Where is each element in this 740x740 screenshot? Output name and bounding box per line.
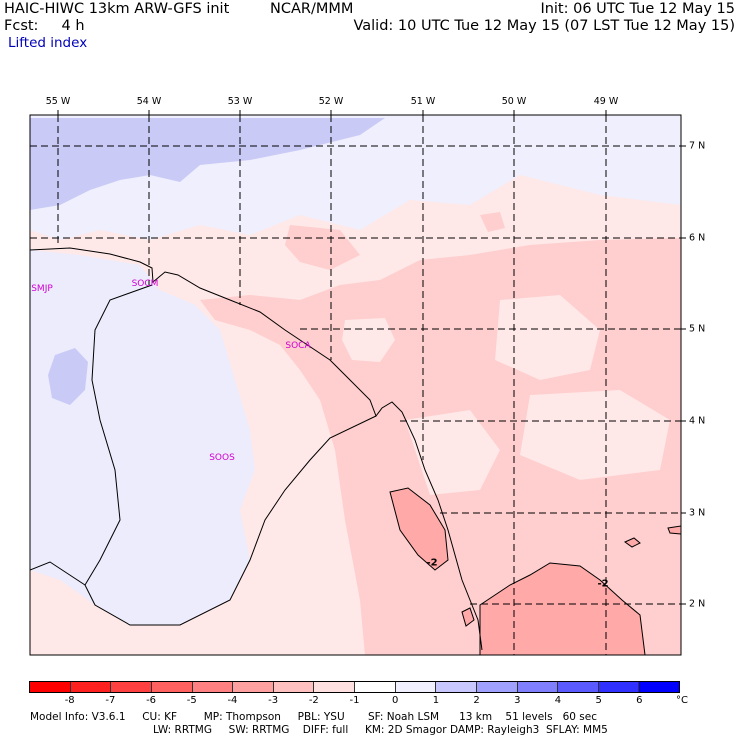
valid-time: Valid: 10 UTC Tue 12 May 15 (07 LST Tue … bbox=[353, 18, 735, 34]
contour-label: -2 bbox=[597, 578, 609, 590]
colorbar-swatch bbox=[355, 682, 396, 692]
colorbar-swatch bbox=[395, 682, 437, 692]
colorbar-tick-label: -7 bbox=[105, 695, 116, 706]
colorbar-swatch bbox=[436, 682, 477, 692]
colorbar-unit: °C bbox=[676, 695, 688, 706]
colorbar-swatch bbox=[30, 682, 71, 692]
field-name: Lifted index bbox=[8, 35, 88, 51]
colorbar-tick-label: 0 bbox=[392, 695, 399, 706]
station-soos: SOOS bbox=[209, 453, 235, 463]
colorbar-tick-label: 1 bbox=[432, 695, 440, 706]
lat-label: 6 N bbox=[689, 232, 706, 244]
colorbar-swatch bbox=[314, 682, 355, 692]
model-info-line1: Model Info: V3.6.1 CU: KF MP: Thompson P… bbox=[30, 711, 597, 723]
lat-label: 4 N bbox=[689, 415, 706, 427]
station-socm: SOCM bbox=[131, 279, 159, 289]
lon-label: 52 W bbox=[318, 96, 344, 107]
model-info-line2: LW: RRTMG SW: RRTMG DIFF: full KM: 2D Sm… bbox=[153, 724, 608, 736]
lon-label: 49 W bbox=[593, 96, 619, 107]
colorbar-tick-label: -6 bbox=[146, 695, 157, 706]
colorbar-swatch bbox=[233, 682, 274, 692]
colorbar-swatch bbox=[639, 682, 679, 692]
colorbar-swatch bbox=[192, 682, 234, 692]
contour-label: -2 bbox=[426, 557, 438, 569]
lat-label: 5 N bbox=[689, 323, 706, 335]
colorbar-tick-label: 5 bbox=[595, 695, 602, 706]
colorbar-swatch bbox=[151, 682, 193, 692]
colorbar-tick-label: -2 bbox=[308, 695, 319, 706]
colorbar-tick-label: 3 bbox=[514, 695, 521, 706]
colorbar-swatch bbox=[476, 682, 518, 692]
colorbar-tick-label: -1 bbox=[349, 695, 360, 706]
header-left: HAIC-HIWC 13km ARW-GFS init Fcst: 4 h bbox=[4, 1, 229, 35]
lat-label: 2 N bbox=[689, 598, 706, 610]
colorbar-swatch bbox=[70, 682, 112, 692]
colorbar-swatch bbox=[111, 682, 152, 692]
org-label: NCAR/MMM bbox=[270, 1, 354, 17]
lon-label: 51 W bbox=[410, 96, 436, 107]
model-title: HAIC-HIWC 13km ARW-GFS init bbox=[4, 1, 230, 17]
colorbar-tick-label: 6 bbox=[636, 695, 643, 706]
init-time: Init: 06 UTC Tue 12 May 15 bbox=[540, 1, 735, 17]
colorbar-swatch bbox=[598, 682, 640, 692]
fcst-label: Fcst: bbox=[4, 18, 39, 34]
colorbar-swatch bbox=[273, 682, 315, 692]
map-frame bbox=[29, 114, 682, 656]
colorbar-tick-label: -3 bbox=[268, 695, 279, 706]
lat-label: 7 N bbox=[689, 140, 706, 152]
fcst-value: 4 h bbox=[61, 18, 85, 34]
station-soca: SOCA bbox=[285, 341, 311, 351]
colorbar bbox=[29, 681, 680, 693]
colorbar-swatch bbox=[517, 682, 559, 692]
colorbar-swatch bbox=[558, 682, 599, 692]
colorbar-tick-label: -5 bbox=[186, 695, 197, 706]
lat-lon-grid bbox=[30, 115, 681, 655]
colorbar-tick-label: -4 bbox=[227, 695, 238, 706]
lon-label: 53 W bbox=[227, 96, 253, 107]
lon-label: 50 W bbox=[501, 96, 527, 107]
lat-label: 3 N bbox=[689, 507, 706, 519]
colorbar-tick-label: 2 bbox=[473, 695, 480, 706]
lon-label: 55 W bbox=[45, 96, 71, 107]
colorbar-tick-label: 4 bbox=[554, 695, 562, 706]
lon-label: 54 W bbox=[136, 96, 162, 107]
lifted-index-field bbox=[30, 115, 681, 655]
header-right: Init: 06 UTC Tue 12 May 15 Valid: 10 UTC… bbox=[353, 1, 735, 35]
colorbar-tick-label: -8 bbox=[64, 695, 75, 706]
station-smjp: SMJP bbox=[31, 284, 53, 294]
